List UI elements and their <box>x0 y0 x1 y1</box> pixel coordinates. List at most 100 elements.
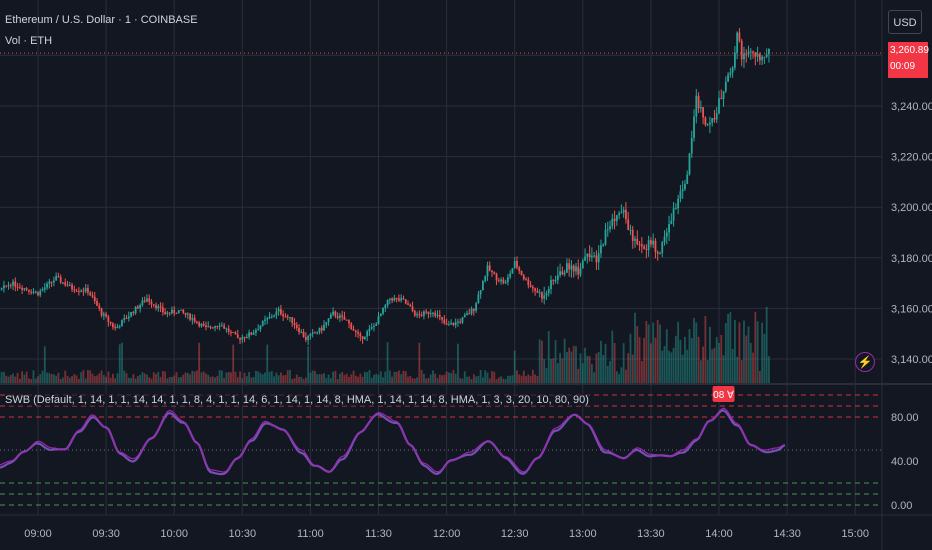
candle-body <box>266 318 269 320</box>
volume-bar <box>354 375 357 383</box>
volume-bar <box>268 372 271 383</box>
candle-body <box>100 308 103 316</box>
volume-bar <box>325 377 328 383</box>
volume-bar <box>348 376 350 383</box>
volume-bar <box>279 372 282 383</box>
candle-body <box>320 327 323 331</box>
volume-bar <box>336 379 339 383</box>
volume-bar <box>647 324 650 383</box>
candle-body <box>270 316 273 318</box>
candle-body <box>218 325 221 327</box>
currency-button[interactable]: USD <box>888 10 922 34</box>
candle-body <box>584 256 586 261</box>
candle-body <box>495 273 498 281</box>
volume-bar <box>534 374 537 383</box>
candle-body <box>647 240 650 250</box>
volume-bar <box>286 370 289 383</box>
candle-body <box>400 298 403 301</box>
candle-body <box>314 332 316 334</box>
volume-bar <box>114 378 117 383</box>
volume-bar <box>257 371 260 383</box>
volume-bar <box>316 374 319 383</box>
volume-bar <box>236 377 239 383</box>
volume-bar <box>590 364 593 383</box>
candle-body <box>268 316 271 319</box>
volume-bar <box>581 363 584 383</box>
volume-bar <box>370 377 373 383</box>
volume-bar <box>375 373 378 383</box>
indicator-legend[interactable]: SWB (Default, 1, 14, 1, 1, 14, 14, 1, 1,… <box>5 394 589 406</box>
volume-bar <box>186 372 189 383</box>
volume-bar <box>318 374 321 383</box>
candle-body <box>354 330 357 333</box>
last-price-value: 3,260.89 <box>890 45 929 56</box>
volume-legend[interactable]: Vol · ETH <box>5 35 53 47</box>
volume-bar <box>702 346 705 383</box>
volume-bar <box>756 321 759 383</box>
candle-body <box>211 327 214 329</box>
candle-body <box>336 316 339 318</box>
volume-bar <box>3 372 5 383</box>
candle-body <box>709 122 711 125</box>
volume-bar <box>513 350 516 383</box>
candle-body <box>96 301 98 306</box>
volume-bar <box>211 376 214 383</box>
candle-body <box>752 51 754 53</box>
candle-body <box>325 322 328 325</box>
candle-body <box>252 332 255 335</box>
symbol-title[interactable]: Ethereum / U.S. Dollar · 1 · COINBASE <box>5 14 198 26</box>
candle-body <box>257 329 260 331</box>
volume-bar <box>309 372 312 383</box>
volume-bar <box>116 373 119 383</box>
candle-body <box>761 56 764 61</box>
volume-bar <box>466 376 468 383</box>
candle-body <box>180 309 182 311</box>
candle-body <box>132 312 135 314</box>
candle-body <box>479 290 482 295</box>
volume-bar <box>384 371 387 383</box>
candle-body <box>650 240 652 245</box>
volume-bar <box>618 374 621 383</box>
candle-body <box>59 277 62 283</box>
volume-bar <box>622 343 625 383</box>
candle-body <box>690 137 693 154</box>
volume-bar <box>654 337 657 383</box>
candle-body <box>9 285 12 287</box>
candle-body <box>706 124 709 126</box>
volume-bars <box>0 306 770 383</box>
candle-body <box>652 240 655 245</box>
volume-bar <box>398 370 400 383</box>
volume-bar <box>16 372 19 383</box>
volume-bar <box>146 374 148 383</box>
volume-bar <box>609 360 611 383</box>
candle-body <box>625 209 627 220</box>
volume-bar <box>139 374 142 383</box>
candle-body <box>488 265 491 271</box>
volume-bar <box>332 371 334 383</box>
candle-body <box>688 153 691 175</box>
volume-bar <box>461 378 464 383</box>
volume-bar <box>220 370 223 383</box>
volume-bar <box>189 374 191 383</box>
candle-body <box>307 336 310 340</box>
volume-bar <box>143 373 146 383</box>
candle-body <box>302 331 305 338</box>
volume-bar <box>720 334 723 383</box>
candle-body <box>497 280 500 282</box>
volume-bar <box>547 331 550 383</box>
candle-body <box>740 40 743 60</box>
y-tick-label: 3,140.00 <box>891 354 932 366</box>
candle-body <box>261 321 264 326</box>
volume-bar <box>613 343 616 383</box>
candle-body <box>681 189 684 192</box>
volume-bar <box>566 351 568 383</box>
candle-body <box>121 320 123 327</box>
lightning-icon[interactable]: ⚡ <box>855 352 875 372</box>
volume-bar <box>223 378 226 383</box>
candle-body <box>638 244 641 246</box>
candle-body <box>3 285 5 289</box>
volume-bar <box>159 377 162 383</box>
volume-bar <box>604 343 607 383</box>
volume-bar <box>84 378 87 383</box>
